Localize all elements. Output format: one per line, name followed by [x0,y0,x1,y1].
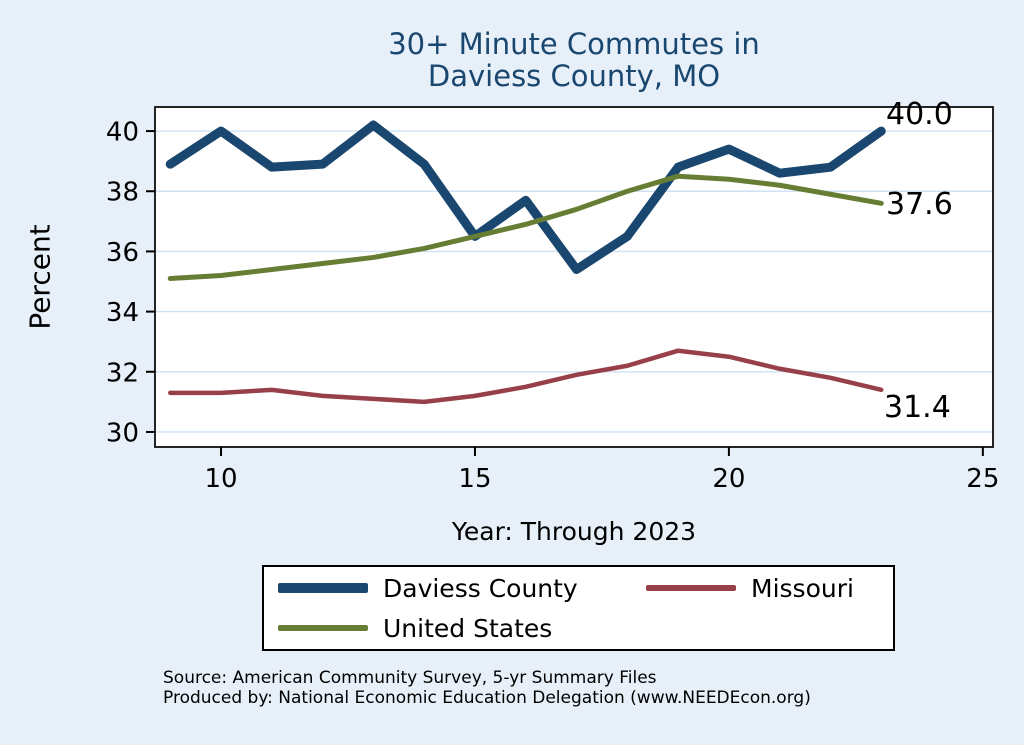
legend-label-united-states: United States [383,613,553,643]
svg-text:36: 36 [106,238,139,268]
svg-text:25: 25 [966,464,999,494]
legend-item-daviess-county: Daviess County [278,574,646,603]
svg-text:30: 30 [106,418,139,448]
svg-text:10: 10 [204,464,237,494]
svg-text:32: 32 [106,358,139,388]
line-swatch-daviess-county [278,583,368,593]
chart-title-line1: 30+ Minute Commutes in [388,27,760,61]
chart-title-line2: Daviess County, MO [427,59,721,94]
end-label-missouri: 31.4 [884,390,951,425]
end-label-daviess-county: 40.0 [886,97,953,132]
svg-text:15: 15 [458,464,491,494]
producer-line: Produced by: National Economic Education… [163,688,811,709]
legend-label-missouri: Missouri [751,573,854,603]
line-swatch-missouri [646,585,736,591]
legend-item-united-states: United States [278,614,646,643]
chart-title: 30+ Minute Commutes in Daviess County, M… [155,28,993,93]
end-label-united-states: 37.6 [886,187,953,222]
legend-label-daviess-county: Daviess County [383,573,578,603]
source-line: Source: American Community Survey, 5-yr … [163,668,657,688]
svg-text:38: 38 [106,178,139,208]
legend-box: Daviess County Missouri United States [262,565,895,651]
legend-item-missouri: Missouri [646,574,893,603]
x-axis-title: Year: Through 2023 [451,517,697,546]
svg-text:20: 20 [712,464,745,494]
line-swatch-united-states [278,625,368,631]
source-note: Source: American Community Survey, 5-yr … [163,668,811,708]
svg-text:34: 34 [106,298,139,328]
svg-text:40: 40 [106,118,139,148]
